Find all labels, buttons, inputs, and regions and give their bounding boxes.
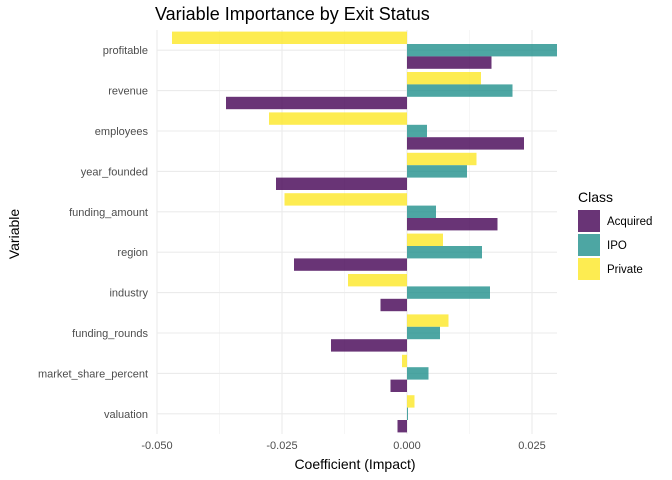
bar-private-region [407, 233, 443, 246]
legend-label-private: Private [607, 264, 643, 276]
bar-acquired-funding_amount [407, 218, 498, 231]
y-tick-labels: profitable revenue employees year_foundedfu… [38, 45, 149, 421]
y-tick-label: market_share_percent [38, 368, 148, 380]
bar-private-revenue [407, 72, 481, 85]
chart-title: Variable Importance by Exit Status [155, 4, 430, 24]
bar-ipo-valuation [407, 407, 408, 420]
bar-acquired-valuation [397, 420, 407, 433]
y-tick-label: revenue [108, 86, 148, 98]
bar-private-funding_amount [284, 193, 407, 206]
legend: Class Acquired IPO Private [578, 189, 652, 280]
legend-label-ipo: IPO [607, 240, 627, 252]
y-tick-label: year_founded [81, 166, 148, 178]
legend-key-ipo [578, 234, 600, 256]
x-tick-label: -0.025 [266, 440, 297, 452]
bar-private-employees [269, 112, 407, 125]
bar-acquired-employees [407, 137, 524, 150]
bar-ipo-employees [407, 124, 427, 138]
bar-acquired-year_founded [276, 177, 407, 190]
legend-label-acquired: Acquired [607, 216, 652, 228]
bar-private-industry [348, 274, 407, 287]
bar-ipo-year_founded [407, 165, 467, 178]
bar-private-profitable [172, 31, 407, 44]
bar-acquired-profitable [407, 56, 492, 69]
bar-ipo-funding_amount [407, 205, 436, 218]
bar-acquired-region [294, 258, 407, 271]
y-tick-label: profitable [103, 45, 148, 57]
x-tick-label: 0.000 [393, 440, 421, 452]
bar-ipo-industry [407, 286, 490, 299]
bar-acquired-funding_rounds [331, 339, 407, 352]
y-tick-label: employees [95, 126, 149, 138]
bar-acquired-industry [380, 298, 407, 312]
bar-ipo-revenue [407, 84, 513, 97]
bar-acquired-revenue [226, 96, 407, 110]
bar-private-year_founded [407, 152, 477, 166]
bar-ipo-region [407, 246, 482, 259]
legend-title: Class [578, 189, 613, 205]
bar-ipo-funding_rounds [407, 326, 440, 340]
legend-key-acquired [578, 210, 600, 232]
bar-acquired-market_share_percent [390, 379, 407, 392]
x-tick-label: -0.050 [141, 440, 172, 452]
y-axis-title: Variable [6, 209, 22, 260]
x-tick-label: 0.025 [518, 440, 546, 452]
legend-key-private [578, 258, 600, 280]
bar-ipo-profitable [407, 44, 557, 57]
y-tick-label: funding_amount [69, 207, 148, 219]
y-tick-label: industry [109, 288, 148, 300]
bar-private-funding_rounds [407, 314, 449, 327]
bar-ipo-market_share_percent [407, 367, 429, 380]
x-tick-labels: -0.050 -0.025 0.000 0.025 [141, 440, 545, 452]
bars [172, 31, 557, 433]
bar-private-market_share_percent [402, 354, 407, 368]
x-axis-title: Coefficient (Impact) [294, 456, 415, 472]
bar-private-valuation [407, 395, 415, 408]
y-tick-label: valuation [104, 409, 148, 421]
y-tick-label: funding_rounds [72, 328, 148, 340]
y-tick-label: region [117, 247, 148, 259]
